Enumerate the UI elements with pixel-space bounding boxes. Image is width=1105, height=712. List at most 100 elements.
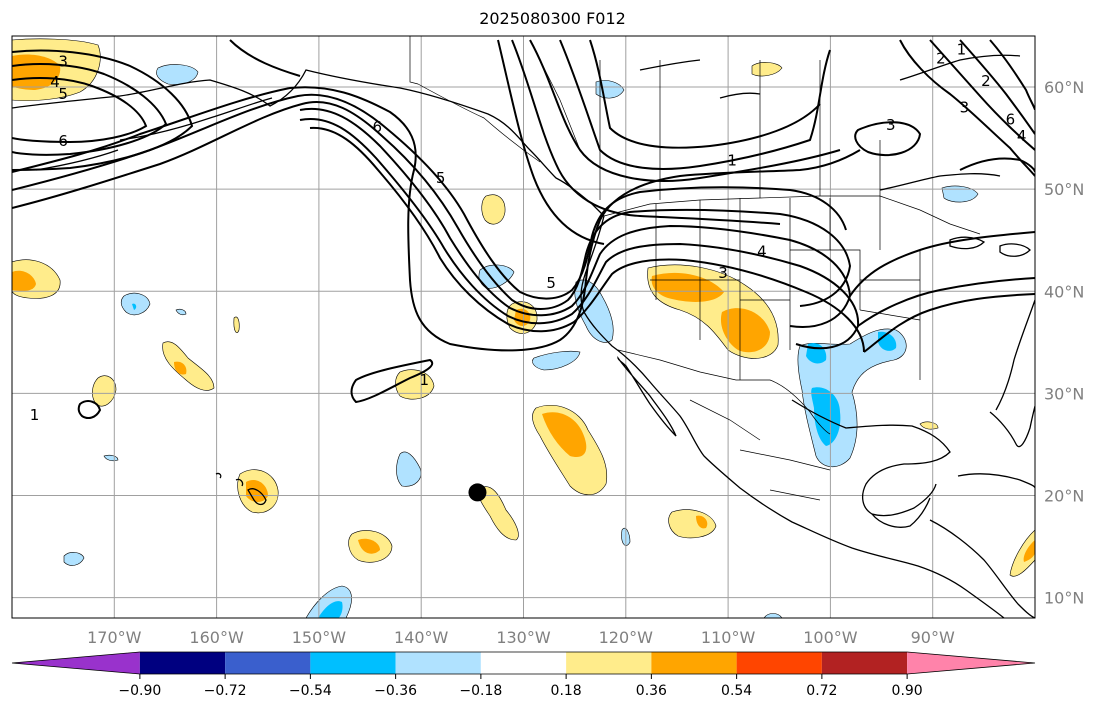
colorbar-tick-label: 0.72 bbox=[806, 683, 837, 699]
fill-yellow-canada bbox=[751, 62, 783, 77]
contour-east-2 bbox=[857, 277, 1035, 327]
contour-1-west bbox=[77, 400, 102, 419]
contour-label: 6 bbox=[372, 118, 382, 136]
colorbar-segment bbox=[310, 652, 396, 674]
location-marker bbox=[468, 483, 487, 502]
colorbar-segment bbox=[480, 652, 567, 674]
fill-orange-baja-south bbox=[542, 412, 587, 458]
contour-alaska-5 bbox=[12, 77, 148, 144]
fill-yellow-small-1 bbox=[233, 316, 240, 333]
fill-yellow-caribbean bbox=[1009, 529, 1035, 577]
contour-canada-3 bbox=[854, 121, 922, 157]
fill-orange-ne-pac bbox=[12, 270, 36, 292]
contour-label: 3 bbox=[718, 264, 728, 282]
contour-label: 1 bbox=[957, 40, 967, 58]
negative-anomaly-fills bbox=[63, 64, 979, 618]
contour-label: 5 bbox=[546, 274, 556, 292]
contour-alaska-3 bbox=[12, 49, 194, 171]
contour-ne-4 bbox=[989, 39, 1035, 111]
lat-tick-label: 60°N bbox=[1044, 78, 1084, 97]
contour-label: 4 bbox=[50, 73, 60, 91]
latitude-labels: 10°N 20°N 30°N 40°N 50°N 60°N bbox=[1044, 78, 1084, 608]
contour-upper-5 bbox=[589, 39, 821, 149]
contour-5-alaska-top bbox=[229, 39, 301, 77]
fill-yellow-gulf bbox=[919, 421, 939, 430]
colorbar-tick-label: −0.36 bbox=[374, 683, 417, 699]
lon-tick-label: 150°W bbox=[292, 628, 347, 647]
colorbar-segment bbox=[225, 652, 311, 674]
longitude-labels: 170°W 160°W 150°W 140°W 130°W 120°W 110°W 100°W… bbox=[87, 628, 955, 647]
fill-blue-ne-pac-small bbox=[132, 303, 137, 310]
baja bbox=[617, 355, 677, 437]
colorbar-tick-label: −0.72 bbox=[204, 683, 247, 699]
colorbar-tick-label: −0.90 bbox=[118, 683, 161, 699]
contour-label: 2 bbox=[981, 72, 991, 90]
contour-ne-5 bbox=[959, 157, 1035, 173]
contour-ne-1 bbox=[899, 39, 1035, 177]
fill-blue-texas bbox=[811, 387, 841, 446]
colorbar-tick-label: −0.54 bbox=[289, 683, 332, 699]
lon-tick-label: 170°W bbox=[87, 628, 142, 647]
canada-provinces bbox=[539, 59, 881, 200]
fill-lightblue-small-2 bbox=[175, 308, 187, 316]
contour-label: 1 bbox=[419, 371, 429, 389]
fill-blue-south-pac bbox=[318, 601, 343, 618]
contour-label: 5 bbox=[58, 85, 68, 103]
fill-lightblue-small-4 bbox=[63, 552, 85, 566]
contour-1 bbox=[12, 86, 861, 352]
fill-yellow-hawaii-north bbox=[162, 341, 215, 391]
contour-label: 4 bbox=[1017, 127, 1027, 145]
lon-tick-label: 160°W bbox=[189, 628, 244, 647]
contour-lines bbox=[12, 39, 1035, 419]
fill-yellow-sw-pac bbox=[478, 486, 519, 541]
fill-orange-arizona bbox=[720, 308, 770, 353]
contour-label: 6 bbox=[1006, 111, 1016, 129]
hawaii-islands bbox=[215, 472, 267, 506]
contour-label: 4 bbox=[757, 242, 767, 260]
us-mexico-border bbox=[617, 349, 831, 435]
great-lakes bbox=[949, 236, 1031, 257]
contour-upper-4 bbox=[559, 39, 831, 170]
contour-label: 6 bbox=[58, 132, 68, 150]
fill-yellow-pnw bbox=[481, 194, 506, 225]
colorbar-extend-high bbox=[907, 652, 1035, 674]
alaska-coast bbox=[12, 69, 605, 217]
yucatan bbox=[871, 497, 931, 528]
colorbar-segment bbox=[736, 652, 822, 674]
colorbar-segment bbox=[139, 652, 226, 674]
cuba bbox=[957, 473, 1035, 489]
fill-lightblue-socal bbox=[532, 350, 581, 371]
contour-alaska-4 bbox=[12, 63, 168, 156]
fill-lightblue-ne-pac-small bbox=[120, 292, 151, 316]
fill-lightblue-hudson bbox=[941, 185, 979, 203]
fill-orange-hawaii-north bbox=[174, 361, 187, 375]
colorbar-ticks: −0.90 −0.72 −0.54 −0.36 −0.18 0.18 0.36 0.54 0.7… bbox=[118, 674, 923, 699]
contour-ne-2 bbox=[929, 39, 1035, 151]
contour-label: 3 bbox=[960, 98, 970, 116]
contour-upper-2 bbox=[511, 39, 781, 225]
lon-tick-label: 120°W bbox=[599, 628, 654, 647]
contour-2 bbox=[12, 93, 847, 300]
contour-1-pac bbox=[350, 358, 434, 404]
contour-label: 1 bbox=[30, 406, 40, 424]
lat-tick-label: 10°N bbox=[1044, 589, 1084, 608]
lon-tick-label: 110°W bbox=[701, 628, 756, 647]
lon-tick-label: 130°W bbox=[496, 628, 551, 647]
contour-4 bbox=[299, 107, 852, 328]
colorbar-segment bbox=[651, 652, 737, 674]
fill-orange-pac-15n bbox=[358, 538, 380, 554]
colorbar-segments bbox=[11, 651, 1036, 675]
mexico-states bbox=[689, 399, 831, 501]
gulf-coast bbox=[791, 399, 951, 517]
lon-tick-label: 140°W bbox=[394, 628, 449, 647]
colorbar-tick-label: 0.90 bbox=[892, 683, 923, 699]
colorbar-segment bbox=[566, 652, 652, 674]
contour-label: 2 bbox=[936, 49, 946, 67]
lat-tick-label: 40°N bbox=[1044, 282, 1084, 301]
lon-tick-label: 100°W bbox=[803, 628, 858, 647]
colorbar: −0.90 −0.72 −0.54 −0.36 −0.18 0.18 0.36 0.54 0.7… bbox=[11, 651, 1036, 699]
lat-tick-label: 20°N bbox=[1044, 486, 1084, 505]
colorbar-tick-label: 0.54 bbox=[721, 683, 752, 699]
fill-orange-mex-pac bbox=[696, 515, 708, 529]
